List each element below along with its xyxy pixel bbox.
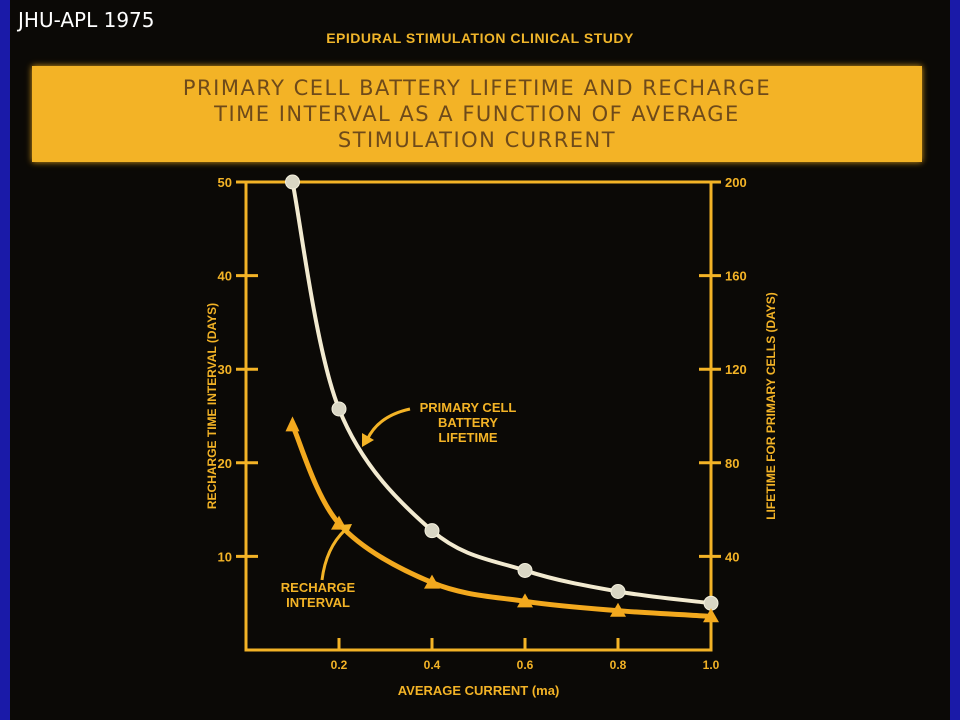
- y-right-tick-label: 80: [725, 456, 739, 471]
- y-left-axis-label: RECHARGE TIME INTERVAL (DAYS): [205, 303, 219, 509]
- y-right-tick-label: 40: [725, 549, 739, 564]
- y-left-tick-label: 50: [218, 175, 232, 190]
- x-axis-label: AVERAGE CURRENT (ma): [398, 683, 560, 698]
- x-tick-label: 0.4: [424, 658, 441, 672]
- recharge-leader-arrow: [340, 524, 352, 535]
- recharge-leader-line: [320, 528, 347, 581]
- lifetime-leader-line: [365, 407, 411, 441]
- lifetime-series-label: PRIMARY CELL BATTERY LIFETIME: [420, 400, 517, 445]
- recharge-point: [610, 602, 626, 617]
- y-right-tick-label: 120: [725, 362, 747, 377]
- recharge-point: [424, 574, 440, 589]
- credit-label: JHU-APL 1975: [18, 8, 155, 32]
- y-left-tick-label: 30: [218, 362, 232, 377]
- recharge-point: [517, 593, 533, 608]
- title-banner: PRIMARY CELL BATTERY LIFETIME AND RECHAR…: [32, 66, 922, 162]
- lifetime-point: [285, 174, 300, 190]
- chart-svg: 0.2 0.4 0.6 0.8 1.0 10 20 30 40 50 40 80 120 160 200 AV…: [205, 174, 778, 698]
- recharge-point: [703, 608, 719, 623]
- lifetime-point: [703, 595, 719, 611]
- lifetime-leader-arrow: [362, 433, 374, 447]
- recharge-series-label: RECHARGE INTERVAL: [281, 580, 356, 610]
- y-left-tick-label: 20: [218, 456, 232, 471]
- slide: JHU-APL 1975 EPIDURAL STIMULATION CLINIC…: [10, 0, 950, 720]
- recharge-series-line: [290, 424, 712, 619]
- y-right-axis-label: LIFETIME FOR PRIMARY CELLS (DAYS): [764, 292, 778, 520]
- y-left-tick-label: 40: [218, 269, 232, 284]
- y-right-tick-label: 160: [725, 269, 747, 284]
- recharge-arrowhead: [285, 416, 300, 432]
- lifetime-point: [517, 562, 533, 578]
- plot-frame: [244, 180, 713, 652]
- y-right-tick-label: 200: [725, 175, 747, 190]
- x-tick-label: 0.2: [331, 658, 348, 672]
- chart-title: PRIMARY CELL BATTERY LIFETIME AND RECHAR…: [182, 76, 772, 152]
- x-tick-label: 0.6: [517, 658, 534, 672]
- lifetime-point: [424, 523, 440, 539]
- lifetime-point: [331, 401, 347, 417]
- x-tick-label: 0.8: [610, 658, 627, 672]
- lifetime-point: [610, 584, 626, 599]
- study-title: EPIDURAL STIMULATION CLINICAL STUDY: [326, 30, 634, 46]
- x-tick-label: 1.0: [703, 658, 720, 672]
- y-left-tick-label: 10: [218, 549, 232, 564]
